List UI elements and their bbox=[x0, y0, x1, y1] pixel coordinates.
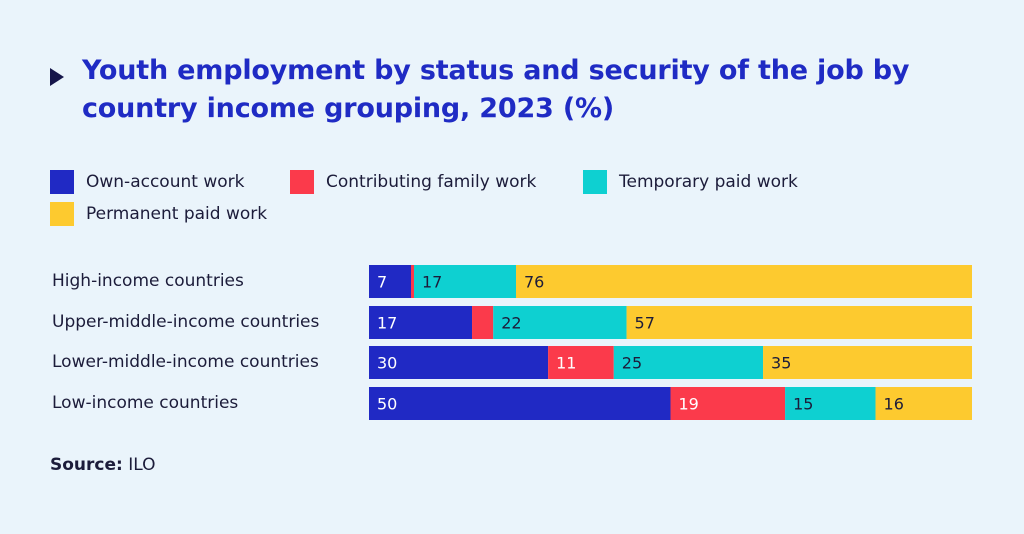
legend-swatch bbox=[583, 170, 607, 194]
legend-item-temporary-paid: Temporary paid work bbox=[583, 170, 798, 194]
category-label-high-income: High-income countries bbox=[52, 271, 244, 291]
bar-data-label: 22 bbox=[501, 314, 521, 333]
bar-data-label: 17 bbox=[422, 273, 442, 292]
bar-data-label: 30 bbox=[377, 354, 397, 373]
legend-item-permanent-paid: Permanent paid work bbox=[50, 202, 267, 226]
play-arrow-icon bbox=[50, 68, 64, 86]
bar-segment bbox=[548, 346, 614, 379]
bar-data-label: 76 bbox=[524, 273, 544, 292]
bar-data-label: 25 bbox=[622, 354, 642, 373]
category-label-lower-middle-income: Lower-middle-income countries bbox=[52, 352, 319, 372]
bar-segment bbox=[875, 387, 972, 420]
bar-segment bbox=[369, 265, 411, 298]
bar-segment bbox=[763, 346, 972, 379]
bar-segment bbox=[670, 387, 786, 420]
legend-item-own-account: Own-account work bbox=[50, 170, 244, 194]
bar-segment bbox=[516, 265, 972, 298]
bar-segment bbox=[369, 306, 473, 339]
bar-segment bbox=[626, 306, 972, 339]
source-note: Source: ILO bbox=[50, 455, 156, 475]
bar-data-label: 15 bbox=[793, 395, 813, 414]
bar-segment bbox=[369, 387, 671, 420]
bar-data-label: 50 bbox=[377, 395, 397, 414]
bar-data-label: 7 bbox=[377, 273, 387, 292]
bar-data-label: 19 bbox=[679, 395, 699, 414]
source-label: Source: bbox=[50, 455, 123, 475]
legend-swatch bbox=[50, 202, 74, 226]
legend-label: Permanent paid work bbox=[86, 204, 268, 224]
bar-segment bbox=[493, 306, 627, 339]
legend-item-contributing-family: Contributing family work bbox=[290, 170, 536, 194]
bar-segment bbox=[411, 265, 414, 298]
legend-label: Temporary paid work bbox=[619, 172, 798, 192]
bar-data-label: 57 bbox=[635, 314, 655, 333]
legend-label: Own-account work bbox=[86, 172, 245, 192]
legend-swatch bbox=[290, 170, 314, 194]
chart-title: Youth employment by status and security … bbox=[82, 55, 910, 124]
chart-title-row: Youth employment by status and security … bbox=[50, 52, 990, 128]
bar-data-label: 17 bbox=[377, 314, 397, 333]
legend-label: Contributing family work bbox=[326, 172, 537, 192]
bar-data-label: 11 bbox=[556, 354, 576, 373]
bar-segment bbox=[472, 306, 494, 339]
category-label-upper-middle-income: Upper-middle-income countries bbox=[52, 312, 320, 332]
bar-segment bbox=[613, 346, 764, 379]
source-value: ILO bbox=[128, 455, 156, 475]
bar-segment bbox=[785, 387, 876, 420]
category-label-low-income: Low-income countries bbox=[52, 393, 239, 413]
bar-data-label: 35 bbox=[771, 354, 791, 373]
bar-data-label: 16 bbox=[884, 395, 904, 414]
bar-segment bbox=[369, 346, 549, 379]
legend-swatch bbox=[50, 170, 74, 194]
bar-segment bbox=[414, 265, 516, 298]
